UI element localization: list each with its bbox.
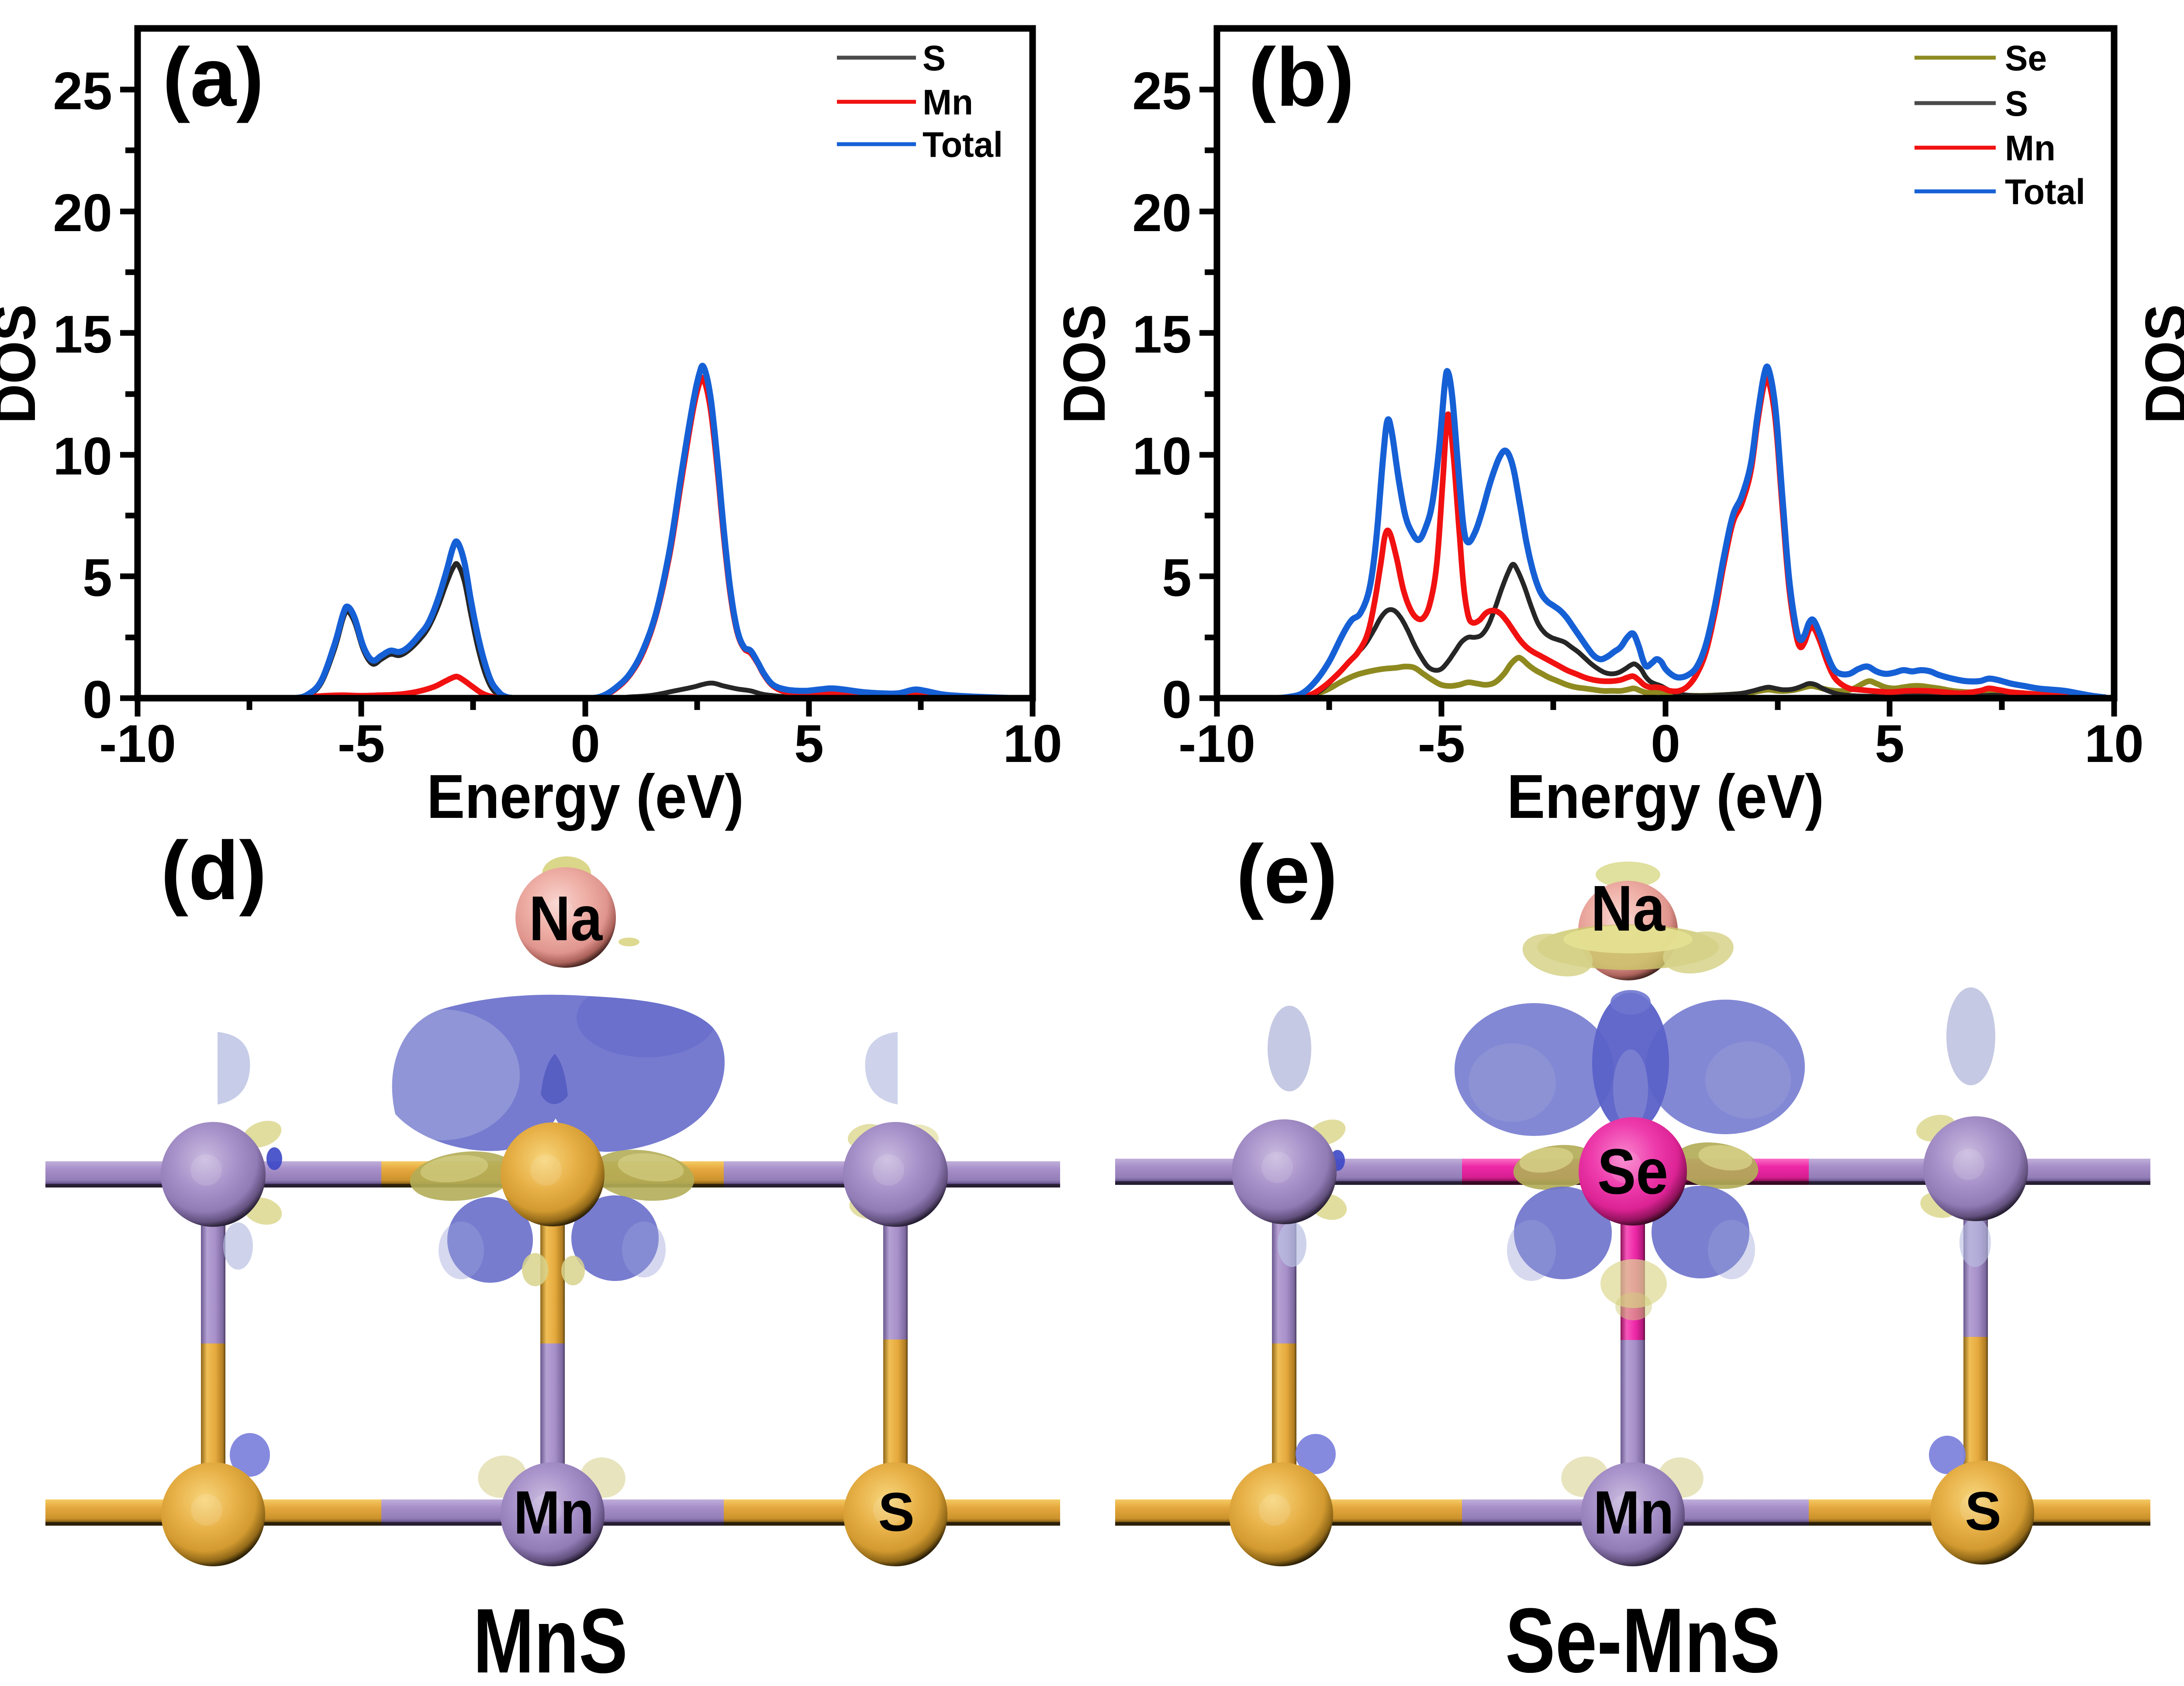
svg-text:Mn: Mn — [2005, 128, 2056, 168]
svg-text:Na: Na — [1591, 872, 1666, 945]
svg-text:DOS: DOS — [2133, 304, 2184, 424]
svg-text:Energy (eV): Energy (eV) — [1507, 762, 1824, 831]
svg-text:5: 5 — [83, 548, 112, 607]
svg-text:25: 25 — [1132, 61, 1192, 121]
svg-text:S: S — [878, 1482, 914, 1543]
svg-text:S: S — [923, 38, 946, 78]
svg-text:0: 0 — [1651, 714, 1680, 773]
svg-text:0: 0 — [570, 714, 600, 773]
svg-text:Se: Se — [2005, 38, 2047, 78]
svg-text:5: 5 — [1162, 548, 1192, 607]
svg-text:15: 15 — [1132, 305, 1192, 364]
svg-text:15: 15 — [53, 305, 112, 364]
svg-text:10: 10 — [2084, 714, 2144, 773]
svg-text:DOS: DOS — [1051, 304, 1117, 424]
svg-text:20: 20 — [1132, 183, 1192, 242]
svg-text:Mn: Mn — [923, 83, 973, 122]
svg-text:Mn: Mn — [1593, 1478, 1674, 1547]
svg-text:-5: -5 — [338, 714, 385, 773]
svg-text:MnS: MnS — [473, 1589, 628, 1686]
svg-text:20: 20 — [53, 183, 112, 242]
svg-text:-10: -10 — [99, 714, 176, 773]
svg-text:(d): (d) — [161, 824, 267, 917]
svg-text:DOS: DOS — [0, 304, 48, 424]
svg-text:Se-MnS: Se-MnS — [1505, 1589, 1780, 1686]
svg-text:Na: Na — [529, 883, 603, 954]
svg-text:10: 10 — [1132, 426, 1192, 486]
svg-text:S: S — [2005, 84, 2028, 124]
svg-text:Total: Total — [2005, 172, 2085, 212]
svg-text:Mn: Mn — [514, 1478, 594, 1547]
svg-text:5: 5 — [794, 714, 824, 773]
svg-text:Se: Se — [1597, 1136, 1668, 1208]
svg-text:0: 0 — [83, 670, 112, 729]
svg-text:25: 25 — [53, 61, 112, 121]
svg-text:S: S — [1965, 1481, 2001, 1542]
svg-text:Total: Total — [923, 125, 1003, 165]
svg-text:-10: -10 — [1178, 714, 1255, 773]
svg-text:(e): (e) — [1236, 828, 1337, 921]
svg-text:-5: -5 — [1418, 714, 1465, 773]
svg-text:5: 5 — [1875, 714, 1904, 773]
svg-text:10: 10 — [1003, 714, 1062, 773]
svg-text:10: 10 — [53, 426, 112, 486]
svg-text:0: 0 — [1162, 670, 1192, 729]
svg-text:(a): (a) — [162, 31, 264, 124]
svg-text:(b): (b) — [1248, 31, 1355, 124]
svg-text:Energy (eV): Energy (eV) — [427, 762, 744, 831]
